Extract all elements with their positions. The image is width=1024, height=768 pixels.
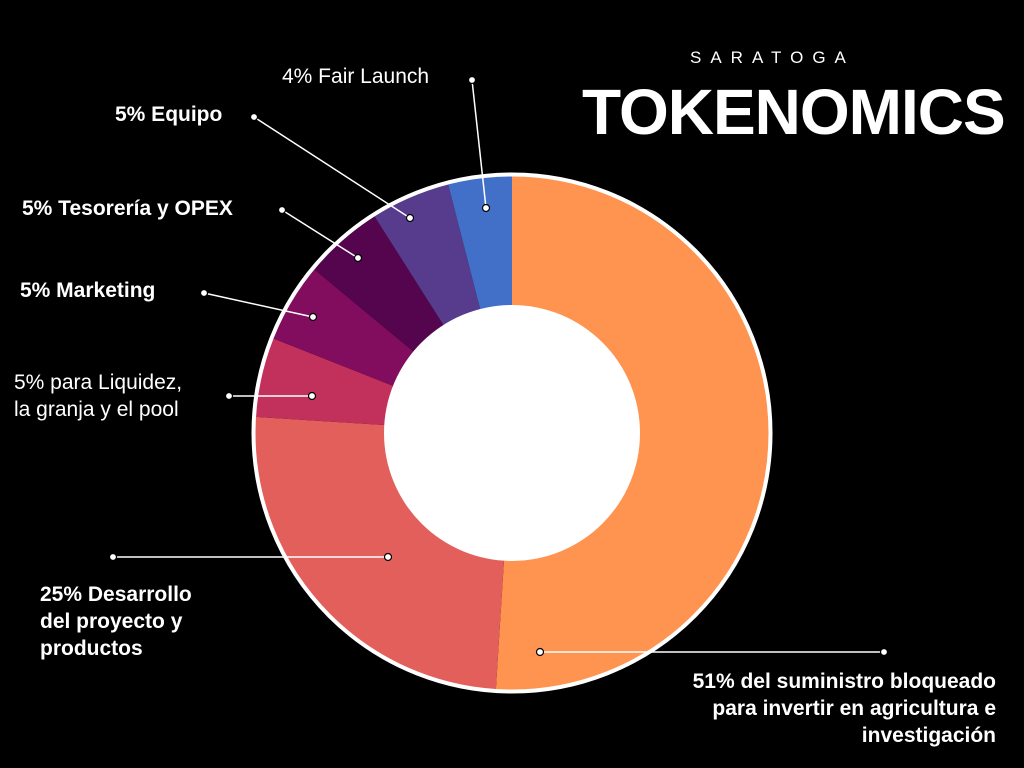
leader-dot [308, 312, 318, 322]
donut-outline [251, 172, 773, 694]
leader-dot [353, 253, 363, 263]
label-desarrollo-line: 25% Desarrollo [40, 583, 192, 606]
donut-hole [384, 305, 640, 561]
leader-dot [307, 391, 317, 401]
leader-dot [535, 647, 545, 657]
label-liquidez-line: la granja y el pool [14, 398, 179, 421]
leader-dot [224, 391, 234, 401]
label-liquidez-line: 5% para Liquidez, [14, 371, 183, 394]
leader-line-0 [471, 79, 487, 209]
label-desarrollo: 25% Desarrollo del proyecto y productos [40, 581, 192, 662]
label-marketing: 5% Marketing [20, 279, 156, 302]
leader-dot [467, 75, 477, 85]
label-suministro: 51% del suministro bloqueado para invert… [693, 668, 996, 749]
leader-dot [879, 647, 889, 657]
leader-dot [249, 112, 259, 122]
leader-dot [199, 288, 209, 298]
label-suministro-line: investigación [861, 724, 996, 747]
leader-dot [277, 205, 287, 215]
label-liquidez: 5% para Liquidez, la granja y el pool [14, 369, 182, 423]
leader-dot [481, 203, 491, 213]
brand-name: SARATOGA [690, 48, 855, 67]
label-equipo: 5% Equipo [115, 103, 223, 126]
leader-line-1 [253, 116, 411, 219]
label-suministro-line: 51% del suministro bloqueado [692, 670, 996, 693]
leader-line-2 [281, 209, 359, 259]
label-desarrollo-line: del proyecto y [40, 610, 183, 633]
leader-dot [383, 552, 393, 562]
label-desarrollo-line: productos [40, 637, 143, 660]
leader-lines [108, 75, 889, 657]
label-suministro-line: para invertir en agricultura e [712, 697, 996, 720]
label-fair-launch: 4% Fair Launch [282, 65, 430, 88]
leader-dot [108, 552, 118, 562]
label-tesoreria: 5% Tesorería y OPEX [22, 197, 233, 220]
leader-dot [405, 213, 415, 223]
leader-line-3 [203, 292, 314, 318]
page-title: TOKENOMICS [582, 76, 1006, 148]
